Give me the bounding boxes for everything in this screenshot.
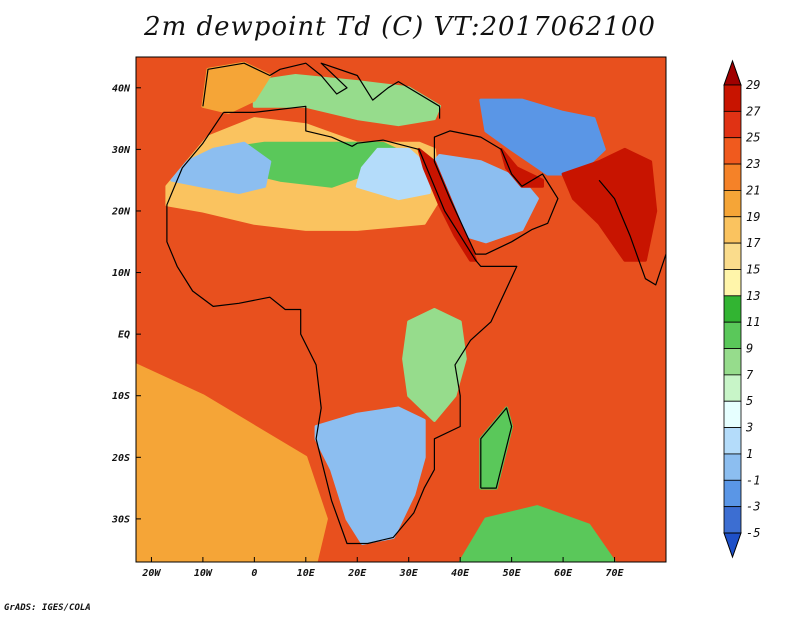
lon-tick-label: 50E xyxy=(503,568,522,579)
colorbar-label: 25 xyxy=(746,131,760,145)
region-india-dark xyxy=(561,147,658,262)
region-atlantic-pale xyxy=(136,363,328,562)
lon-tick-label: 60E xyxy=(554,568,573,579)
lat-tick-label: 30N xyxy=(111,145,131,156)
coastline-arabia-coast xyxy=(433,130,559,255)
colorbar-label: 13 xyxy=(746,289,760,303)
lon-tick-label: 20W xyxy=(141,568,161,579)
region-egypt-libya-blue xyxy=(355,147,431,201)
colorbar-segment xyxy=(723,216,742,244)
colorbar-segment xyxy=(723,374,742,402)
colorbar: 29 27 25 23 21 19 17 15 13 11 9 7 5 3 1 -1 -3 -5 xyxy=(723,59,761,559)
colorbar-label: 15 xyxy=(746,262,760,276)
colorbar-segment xyxy=(723,137,742,165)
region-south-indian-green xyxy=(458,505,616,562)
colorbar-segment xyxy=(723,269,742,297)
lat-tick-label: 10S xyxy=(112,391,130,402)
region-west-sahara-blue xyxy=(170,141,272,194)
region-east-africa-green xyxy=(402,308,467,422)
colorbar-segment xyxy=(723,348,742,376)
map-frame xyxy=(135,56,667,563)
colorbar-label: 21 xyxy=(746,183,760,197)
colorbar-segment xyxy=(723,506,742,534)
lat-tick-label: 20N xyxy=(111,206,131,217)
coastline-europe-coast xyxy=(202,62,441,119)
region-iran-blue xyxy=(479,98,606,176)
colorbar-label: 29 xyxy=(746,78,760,92)
colorbar-label: -3 xyxy=(746,500,760,514)
map-coastlines xyxy=(166,62,666,545)
colorbar-label: 11 xyxy=(746,315,760,329)
colorbar-label: 27 xyxy=(746,104,761,118)
lon-tick-label: 10E xyxy=(297,568,316,579)
coastline-madagascar xyxy=(480,407,513,489)
colorbar-label: 9 xyxy=(746,342,753,356)
colorbar-label: -5 xyxy=(746,526,760,540)
colorbar-label: 23 xyxy=(746,157,760,171)
colorbar-segment xyxy=(723,163,742,191)
colorbar-label: 17 xyxy=(746,236,761,250)
lat-tick-label: 40N xyxy=(112,83,131,94)
colorbar-segment xyxy=(723,242,742,270)
colorbar-segment xyxy=(723,295,742,323)
colorbar-segment xyxy=(723,400,742,428)
colorbar-segment xyxy=(723,427,742,455)
colorbar-bottom-arrow xyxy=(723,532,742,559)
coastline-africa-coast xyxy=(166,105,518,545)
lon-tick-label: 0 xyxy=(251,568,257,579)
grads-credit: GrADS: IGES/COLA xyxy=(4,603,91,613)
lat-tick-label: EQ xyxy=(118,330,130,341)
colorbar-segment xyxy=(723,84,742,112)
colorbar-top-arrow xyxy=(723,59,742,86)
colorbar-label: 3 xyxy=(745,421,753,435)
lon-tick-label: 30E xyxy=(399,568,419,579)
lon-tick-label: 20E xyxy=(347,568,367,579)
region-persian-gulf xyxy=(499,147,544,188)
lon-tick-label: 70E xyxy=(606,568,625,579)
colorbar-label: 19 xyxy=(746,210,760,224)
lat-tick-label: 30S xyxy=(111,514,130,525)
coastline-india-coast xyxy=(598,179,666,286)
lat-tick-label: 20S xyxy=(111,453,130,464)
lon-tick-label: 10W xyxy=(194,568,213,579)
colorbar-segment xyxy=(723,479,742,508)
colorbar-segment xyxy=(723,453,742,481)
lon-tick-label: 40E xyxy=(451,568,470,579)
map-plot-area xyxy=(135,56,667,563)
lat-tick-label: 10N xyxy=(112,268,131,279)
colorbar-label: -1 xyxy=(746,473,760,487)
colorbar-label: 7 xyxy=(746,368,754,382)
latitude-axis: 40N 30N 20N 10N EQ 10S 20S 30S xyxy=(111,83,141,525)
colorbar-segment xyxy=(723,110,742,139)
colorbar-label: 1 xyxy=(746,447,753,461)
map-title: 2m dewpoint Td (C) VT:2017062100 xyxy=(144,12,656,42)
colorbar-segment xyxy=(723,190,742,218)
colorbar-segment xyxy=(723,321,742,349)
colorbar-label: 5 xyxy=(746,394,753,408)
longitude-axis: 20W 10W 0 10E 20E 30E 40E 50E 60E 70E xyxy=(141,557,625,579)
region-southern-africa-blue xyxy=(314,406,426,545)
